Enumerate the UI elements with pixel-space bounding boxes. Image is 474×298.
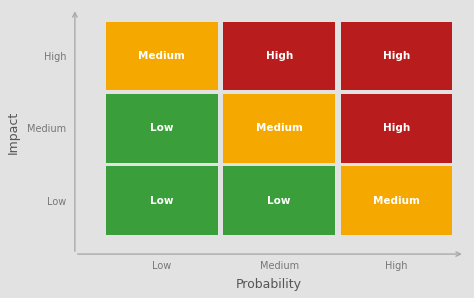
Bar: [341, 94, 452, 163]
Bar: [106, 94, 218, 163]
Y-axis label: Impact: Impact: [7, 110, 20, 153]
X-axis label: Probability: Probability: [236, 278, 301, 291]
Text: Low: Low: [150, 195, 173, 206]
Bar: [223, 94, 335, 163]
Bar: [341, 166, 452, 235]
Bar: [223, 166, 335, 235]
Text: High: High: [383, 123, 410, 133]
Bar: [341, 22, 452, 90]
Text: Medium: Medium: [138, 51, 185, 61]
Bar: [106, 22, 218, 90]
Bar: [223, 22, 335, 90]
Text: Medium: Medium: [373, 195, 420, 206]
Text: High: High: [265, 51, 293, 61]
Text: Medium: Medium: [256, 123, 302, 133]
Text: Low: Low: [267, 195, 291, 206]
Bar: [106, 166, 218, 235]
Text: Low: Low: [150, 123, 173, 133]
Text: High: High: [383, 51, 410, 61]
